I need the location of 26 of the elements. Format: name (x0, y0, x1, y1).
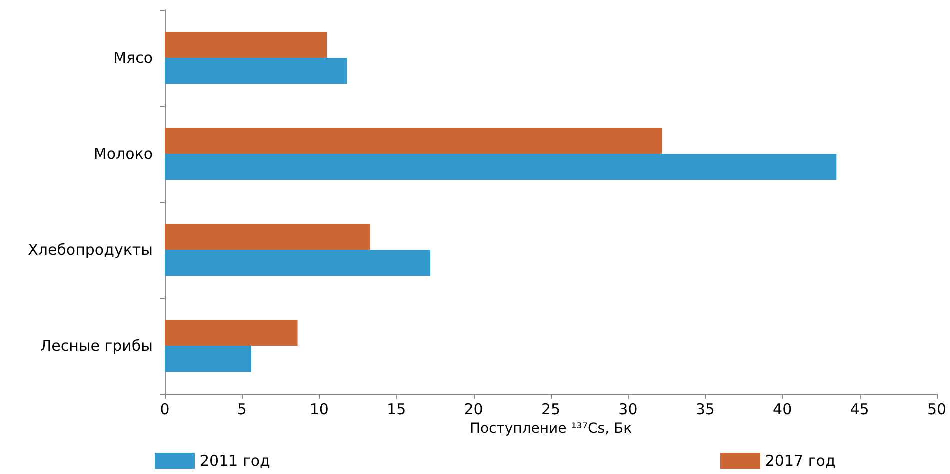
x-tick-label: 20 (464, 400, 484, 418)
bar (165, 346, 252, 372)
bar (165, 224, 370, 250)
legend-label: 2017 год (765, 452, 836, 470)
bar (165, 154, 837, 180)
y-tick-label: Хлебопродукты (28, 241, 153, 259)
x-tick-label: 45 (850, 400, 870, 418)
x-tick-label: 50 (927, 400, 947, 418)
legend-label: 2011 год (200, 452, 270, 470)
bar (165, 128, 662, 154)
x-tick-label: 35 (696, 400, 715, 418)
x-tick-label: 25 (541, 400, 561, 418)
x-axis-title: Поступление ¹³⁷Cs, Бк (470, 421, 632, 437)
y-tick-label: Лесные грибы (40, 337, 153, 355)
bar (165, 58, 348, 84)
x-tick-label: 15 (387, 400, 406, 418)
x-tick-label: 5 (237, 400, 247, 418)
y-tick-label: Мясо (114, 49, 153, 67)
x-tick-label: 10 (310, 400, 329, 418)
y-tick-label: Молоко (94, 145, 153, 163)
bar (165, 320, 298, 346)
x-tick-label: 30 (618, 400, 638, 418)
x-tick-label: 40 (773, 400, 792, 418)
bar (165, 250, 431, 276)
x-tick-label: 0 (160, 400, 170, 418)
bar (165, 32, 328, 58)
